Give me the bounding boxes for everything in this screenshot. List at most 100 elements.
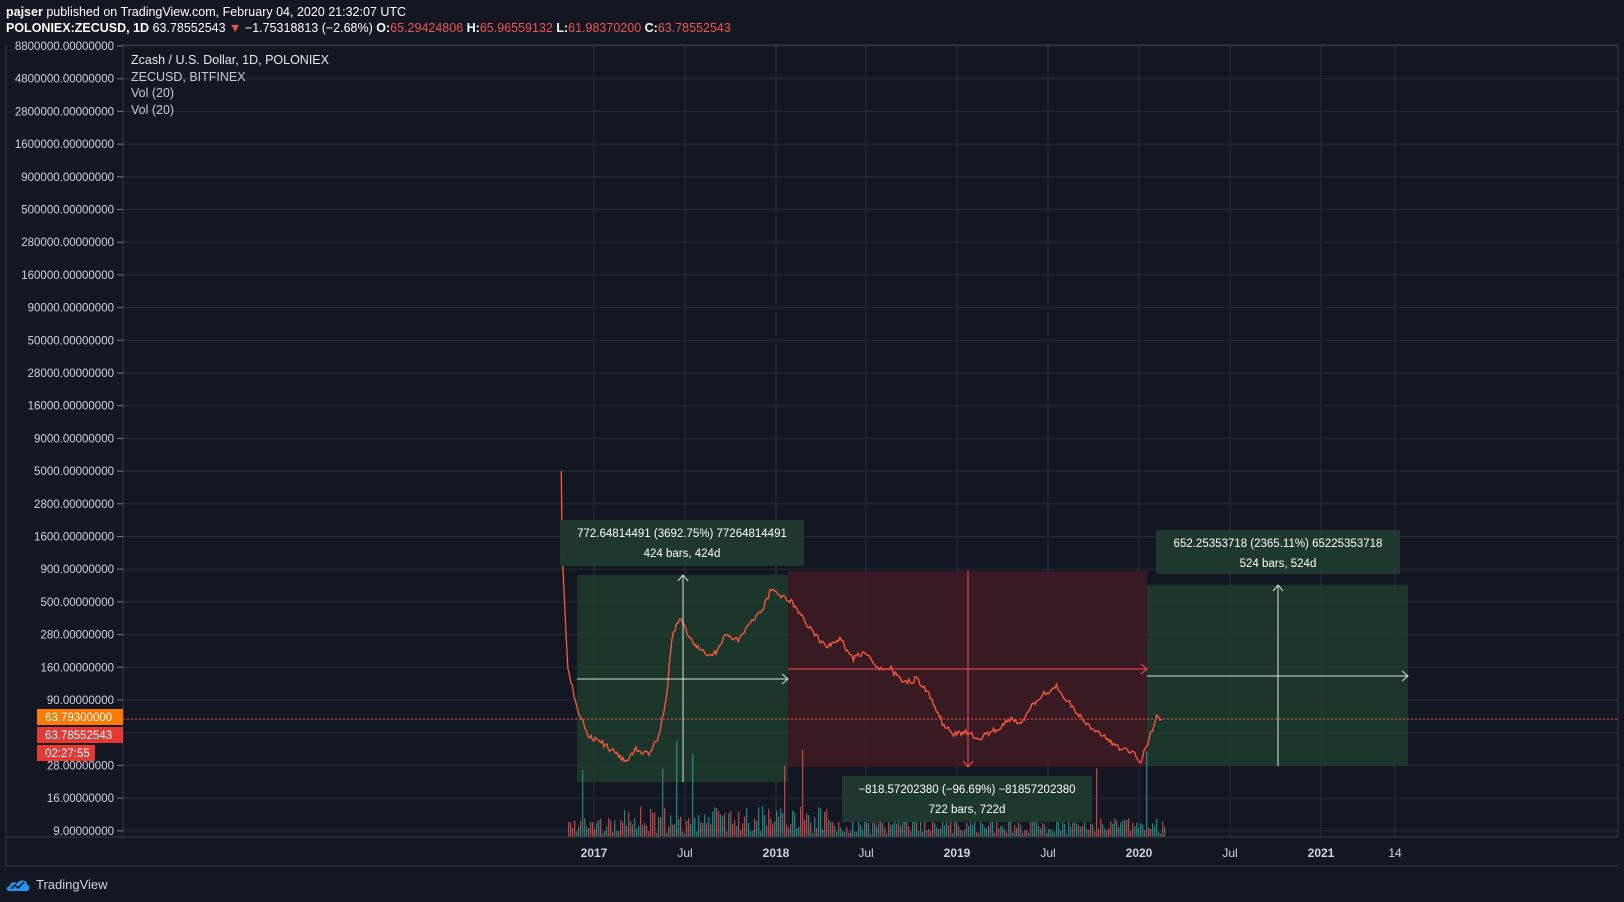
legend-title[interactable]: Zcash / U.S. Dollar, 1D, POLONIEX bbox=[131, 53, 329, 67]
volume-bar bbox=[772, 823, 774, 837]
volume-bar bbox=[1066, 833, 1068, 837]
volume-bar bbox=[774, 821, 776, 837]
volume-bar bbox=[616, 830, 618, 837]
volume-bar bbox=[916, 820, 918, 837]
volume-bar bbox=[738, 811, 740, 837]
volume-bar bbox=[1116, 820, 1118, 837]
volume-bar bbox=[974, 818, 976, 837]
volume-bar bbox=[842, 831, 844, 837]
volume-bar bbox=[994, 832, 996, 837]
price-tick-label: 500.00000000 bbox=[40, 597, 114, 609]
volume-bar bbox=[670, 815, 672, 837]
volume-bar bbox=[1070, 826, 1072, 837]
volume-bar bbox=[840, 827, 842, 837]
time-axis-bg bbox=[123, 837, 1618, 866]
volume-bar bbox=[724, 813, 726, 837]
price-tick-label: 1600.00000000 bbox=[34, 532, 114, 544]
high-value: 65.96559132 bbox=[479, 21, 553, 35]
price-tick-label: 28.00000000 bbox=[47, 760, 114, 772]
volume-bar bbox=[1020, 824, 1022, 837]
volume-bar bbox=[710, 823, 712, 837]
price-tick-label: 900000.00000000 bbox=[21, 172, 114, 184]
volume-bar bbox=[604, 831, 606, 837]
volume-bar bbox=[636, 828, 638, 837]
volume-bar bbox=[758, 807, 760, 837]
volume-bar bbox=[614, 820, 616, 837]
legend-overlay[interactable]: ZECUSD, BITFINEX bbox=[131, 69, 246, 84]
volume-bar bbox=[730, 811, 732, 837]
volume-bar bbox=[850, 830, 852, 837]
volume-bar bbox=[644, 822, 646, 837]
volume-bar bbox=[894, 819, 896, 837]
volume-bar bbox=[1080, 826, 1082, 837]
volume-bar bbox=[1118, 827, 1120, 837]
volume-bar bbox=[570, 822, 572, 837]
volume-bar bbox=[914, 821, 916, 837]
volume-bar bbox=[948, 825, 950, 837]
volume-bar bbox=[1164, 826, 1166, 837]
series-legend: Zcash / U.S. Dollar, 1D, POLONIEX ZECUSD… bbox=[131, 52, 329, 118]
volume-bar bbox=[632, 824, 634, 837]
volume-bar bbox=[810, 822, 812, 837]
volume-bar bbox=[1112, 823, 1114, 837]
volume-bar bbox=[612, 832, 614, 837]
volume-bar bbox=[1122, 820, 1124, 837]
volume-bar bbox=[836, 831, 838, 837]
badge-orange-text: 63.79300000 bbox=[45, 712, 112, 724]
volume-bar bbox=[956, 822, 958, 837]
volume-bar bbox=[1120, 822, 1122, 837]
price-tick-label: 9000.00000000 bbox=[34, 433, 114, 445]
volume-bar bbox=[1138, 827, 1140, 837]
time-tick-label: 2017 bbox=[581, 846, 608, 860]
volume-bar bbox=[714, 807, 716, 837]
footer-brand[interactable]: TradingView bbox=[6, 874, 108, 894]
volume-bar bbox=[1090, 823, 1092, 837]
volume-bar bbox=[792, 810, 794, 837]
volume-bar bbox=[1024, 830, 1026, 837]
volume-bar bbox=[640, 806, 642, 837]
volume-bar bbox=[618, 831, 620, 837]
price-tick-label: 900.00000000 bbox=[40, 564, 114, 576]
volume-bar bbox=[816, 827, 818, 837]
volume-bar bbox=[652, 812, 654, 837]
volume-bar bbox=[1010, 819, 1012, 837]
volume-bar bbox=[804, 819, 806, 837]
price-axis[interactable]: 8800000.00000000 4800000.00000000 2800000.… bbox=[6, 41, 124, 838]
volume-bar bbox=[674, 824, 676, 837]
price-badges: 63.79300000 63.78552543 02:27:55 bbox=[37, 709, 123, 761]
time-axis[interactable]: 2017 Jul 2018 Jul 2019 Jul 2020 Jul 2021 14 bbox=[5, 45, 1618, 867]
volume-bar bbox=[718, 811, 720, 837]
volume-bar bbox=[1144, 830, 1146, 837]
volume-bar bbox=[696, 831, 698, 837]
symbol-label[interactable]: POLONIEX:ZECUSD, 1D bbox=[6, 21, 150, 35]
volume-bar bbox=[684, 833, 686, 837]
volume-bar bbox=[1126, 819, 1128, 837]
volume-bar bbox=[1040, 828, 1042, 837]
volume-bar bbox=[662, 768, 664, 837]
volume-bar bbox=[864, 819, 866, 837]
price-chart[interactable]: 8800000.00000000 4800000.00000000 2800000.… bbox=[0, 0, 1624, 872]
volume-bar bbox=[826, 809, 828, 837]
volume-bar bbox=[1136, 822, 1138, 837]
volume-bar bbox=[642, 825, 644, 837]
volume-bar bbox=[668, 826, 670, 837]
author-name[interactable]: pajser bbox=[6, 5, 43, 19]
volume-bar bbox=[778, 816, 780, 837]
volume-bar bbox=[910, 831, 912, 837]
last-price: 63.78552543 bbox=[152, 21, 226, 35]
volume-bar bbox=[590, 821, 592, 837]
volume-bar bbox=[976, 832, 978, 837]
legend-vol-1[interactable]: Vol (20) bbox=[131, 86, 175, 100]
badge-red-bg bbox=[37, 727, 123, 743]
volume-bar bbox=[1140, 823, 1142, 837]
volume-bar bbox=[734, 820, 736, 837]
legend-vol-2[interactable]: Vol (20) bbox=[131, 102, 175, 117]
volume-bar bbox=[722, 816, 724, 837]
measurement-bars-label: 722 bars, 722d bbox=[929, 804, 1006, 816]
volume-bar bbox=[922, 831, 924, 837]
volume-bar bbox=[984, 827, 986, 837]
volume-bar bbox=[634, 818, 636, 837]
volume-bar bbox=[918, 830, 920, 837]
volume-bar bbox=[938, 829, 940, 837]
volume-bar bbox=[754, 818, 756, 837]
